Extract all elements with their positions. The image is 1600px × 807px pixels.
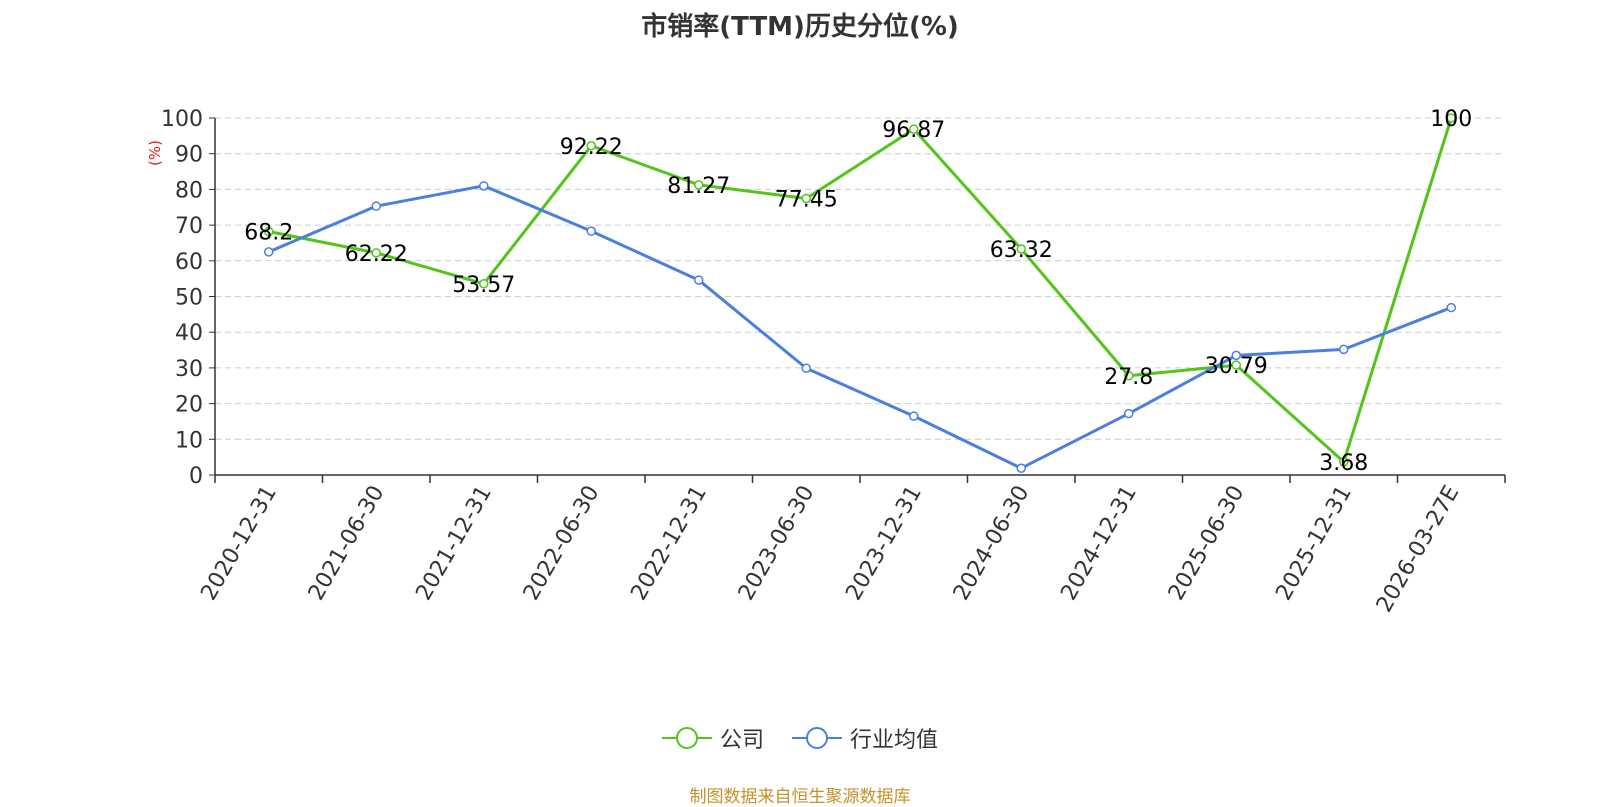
data-point bbox=[909, 124, 919, 134]
x-tick-label: 2025-12-31 bbox=[1271, 482, 1357, 605]
legend-swatch-company-icon bbox=[661, 727, 712, 749]
y-tick-label: 50 bbox=[175, 286, 203, 311]
data-point bbox=[1231, 360, 1241, 370]
data-label: 77.45 bbox=[775, 188, 838, 213]
series-line-0 bbox=[268, 117, 1453, 464]
data-point bbox=[1446, 302, 1456, 313]
x-tick-labels: 2020-12-31 2021-06-30 2021-12-31 2022-06-30… bbox=[196, 482, 1464, 617]
data-point bbox=[479, 279, 489, 289]
data-point bbox=[586, 226, 596, 236]
data-point bbox=[909, 411, 919, 421]
data-point bbox=[371, 201, 381, 211]
data-point bbox=[694, 180, 704, 190]
data-source-note: 制图数据来自恒生聚源数据库 bbox=[689, 787, 911, 807]
data-label: 27.8 bbox=[1104, 365, 1153, 390]
y-tick-label: 100 bbox=[161, 107, 203, 132]
y-tick-label: 90 bbox=[175, 143, 203, 168]
x-tick-label: 2021-06-30 bbox=[304, 482, 390, 605]
data-label: 92.22 bbox=[560, 135, 623, 160]
x-tick-label: 2026-03-27E bbox=[1372, 482, 1465, 617]
data-label: 3.68 bbox=[1319, 451, 1368, 476]
y-tick-label: 60 bbox=[175, 250, 203, 275]
legend-item-company[interactable]: 公司 bbox=[661, 722, 764, 754]
series-line-1 bbox=[268, 184, 1452, 470]
x-tick-label: 2022-06-30 bbox=[519, 482, 605, 605]
legend-swatch-industry-icon bbox=[792, 727, 842, 749]
x-tick-label: 2023-06-30 bbox=[734, 482, 820, 605]
x-tick-label: 2024-12-31 bbox=[1056, 482, 1142, 605]
data-point bbox=[1446, 113, 1456, 123]
data-label: 53.57 bbox=[452, 273, 515, 298]
data-point bbox=[264, 226, 274, 237]
x-tick-label: 2022-12-31 bbox=[626, 482, 712, 605]
data-label: 81.27 bbox=[667, 174, 730, 199]
y-tick-label: 70 bbox=[175, 214, 203, 239]
data-point bbox=[801, 193, 811, 204]
data-point bbox=[801, 363, 811, 374]
legend-item-industry-average[interactable]: 行业均值 bbox=[792, 722, 938, 754]
y-axis-label: (%) bbox=[146, 140, 164, 166]
y-tick-label: 0 bbox=[189, 464, 203, 489]
data-label: 100 bbox=[1430, 107, 1472, 132]
data-label: 62.22 bbox=[345, 242, 408, 267]
data-label: 63.32 bbox=[990, 238, 1053, 263]
data-point bbox=[586, 141, 596, 151]
data-point bbox=[1016, 463, 1026, 473]
x-tick-label: 2021-12-31 bbox=[411, 482, 497, 605]
y-tick-label: 10 bbox=[175, 428, 203, 453]
legend-label-industry-average: 行业均值 bbox=[850, 728, 939, 753]
data-point bbox=[1016, 244, 1026, 254]
data-labels: 68.2 62.22 53.57 92.22 81.27 77.45 96.87 63.32 2… bbox=[244, 107, 1472, 476]
data-point bbox=[1124, 408, 1134, 419]
data-point bbox=[694, 275, 704, 285]
data-point bbox=[1124, 371, 1134, 381]
data-point bbox=[1339, 344, 1349, 355]
data-label: 96.87 bbox=[882, 118, 945, 143]
data-point bbox=[1231, 350, 1241, 361]
legend: 公司 行业均值 bbox=[0, 722, 1600, 754]
x-tick-label: 2025-06-30 bbox=[1164, 482, 1250, 605]
x-tick-label: 2020-12-31 bbox=[196, 482, 282, 605]
data-label: 68.2 bbox=[244, 221, 293, 246]
data-point bbox=[479, 181, 489, 191]
chart-title: 市销率(TTM)历史分位(%) bbox=[641, 12, 959, 42]
grid-lines bbox=[215, 117, 1505, 440]
data-label: 30.79 bbox=[1205, 354, 1268, 379]
y-tick-label: 40 bbox=[175, 321, 203, 346]
legend-label-company: 公司 bbox=[719, 728, 764, 753]
y-tick-labels: 0 10 20 30 40 50 60 70 80 90 100 bbox=[161, 107, 203, 489]
x-tick-label: 2023-12-31 bbox=[841, 482, 927, 605]
data-point bbox=[264, 247, 274, 257]
data-point bbox=[1339, 457, 1349, 467]
series-layer bbox=[264, 113, 1456, 473]
y-tick-label: 80 bbox=[175, 178, 203, 203]
axes bbox=[209, 117, 1506, 483]
y-tick-label: 30 bbox=[175, 357, 203, 382]
data-point bbox=[371, 248, 381, 258]
y-tick-label: 20 bbox=[175, 393, 203, 418]
x-tick-label: 2024-06-30 bbox=[949, 482, 1035, 605]
